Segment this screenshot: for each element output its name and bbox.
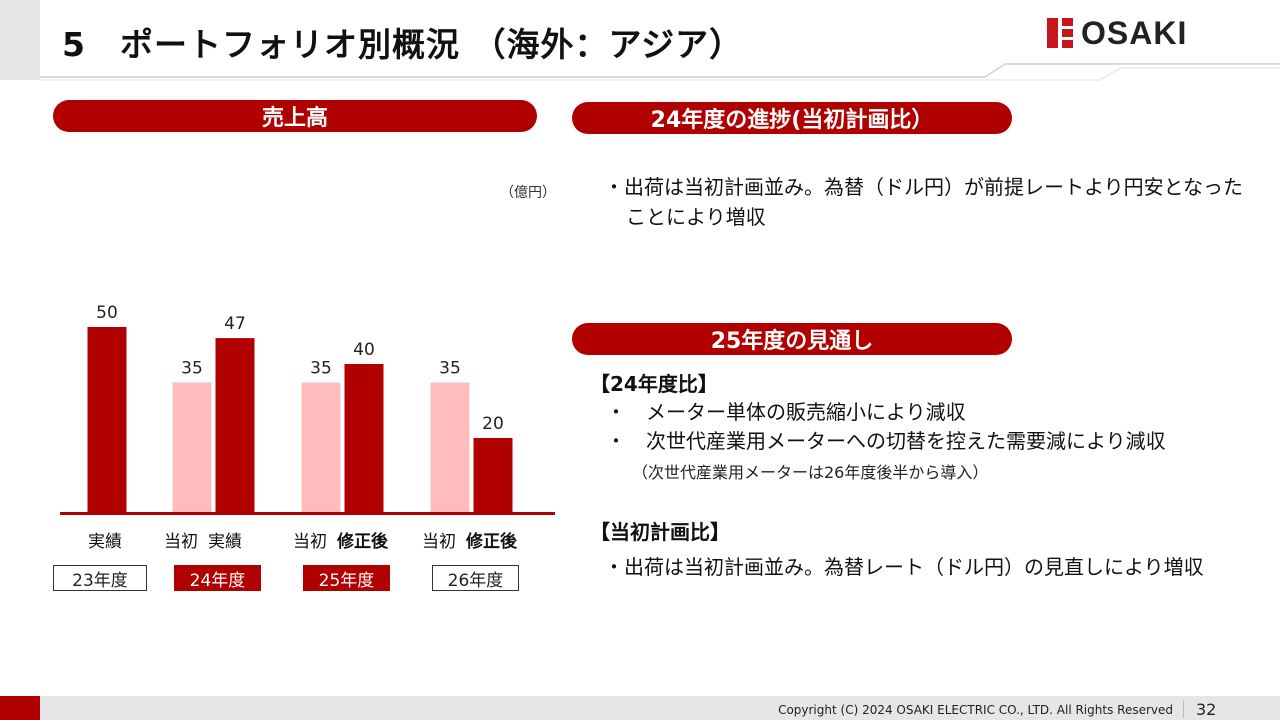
category-label-2-plan: 当初 — [293, 532, 327, 552]
year-box-2: 25年度 — [303, 565, 390, 591]
bar-actual-3 — [473, 438, 513, 512]
footer-bar — [0, 696, 1280, 720]
chart-baseline — [60, 512, 555, 515]
bar-actual-0 — [87, 327, 127, 512]
data-label-actual-1: 47 — [224, 314, 246, 334]
logo-text: OSAKI — [1081, 15, 1188, 51]
progress-bullet-line2: ことにより増収 — [626, 205, 766, 229]
header-decor-lines — [40, 63, 1280, 81]
bar-plan-3 — [430, 382, 470, 512]
section1-bullet-1: ・ メーター単体の販売縮小により減収 — [606, 400, 966, 424]
sales-pill: 売上高 — [53, 100, 537, 132]
section1-note: （次世代産業用メーターは26年度後半から導入） — [632, 463, 989, 482]
year-box-1: 24年度 — [174, 565, 261, 591]
company-logo: OSAKI — [1047, 17, 1187, 49]
section2-header: 【当初計画比】 — [590, 520, 730, 544]
outlook-pill: 25年度の見通し — [572, 323, 1012, 355]
title-accent-box — [0, 0, 40, 80]
category-label-3-plan: 当初 — [422, 532, 456, 552]
year-box-3: 26年度 — [432, 565, 519, 591]
bar-actual-1 — [215, 338, 255, 512]
progress-bullet-line1: ・出荷は当初計画並み。為替（ドル円）が前提レートより円安となった — [604, 175, 1243, 199]
data-label-actual-2: 40 — [353, 340, 375, 360]
data-label-actual-3: 20 — [482, 414, 504, 434]
unit-label: （億円） — [500, 185, 556, 201]
progress-pill: 24年度の進捗(当初計画比） — [572, 102, 1012, 134]
data-label-plan-3: 35 — [439, 359, 461, 379]
footer-accent — [0, 696, 40, 720]
data-label-actual-0: 50 — [96, 303, 118, 323]
data-label-plan-2: 35 — [310, 359, 332, 379]
section1-header: 【24年度比】 — [590, 372, 718, 396]
section2-bullet: ・出荷は当初計画並み。為替レート（ドル円）の見直しにより増収 — [604, 555, 1204, 579]
bar-plan-2 — [301, 382, 341, 512]
year-box-0: 23年度 — [53, 565, 147, 591]
category-label-0: 実績 — [88, 532, 122, 552]
category-label-1-actual: 実績 — [208, 532, 242, 552]
category-label-1-plan: 当初 — [164, 532, 198, 552]
section1-bullet-2: ・ 次世代産業用メーターへの切替を控えた需要減により減収 — [606, 429, 1166, 453]
category-label-2-actual: 修正後 — [337, 532, 388, 552]
copyright-text: Copyright (C) 2024 OSAKI ELECTRIC CO., L… — [778, 703, 1173, 717]
page-title: 5 ポートフォリオ別概況 （海外：アジア） — [62, 25, 744, 64]
logo-mark-icon — [1047, 18, 1075, 48]
page-number: 32 — [1196, 700, 1217, 719]
footer-divider — [1183, 700, 1184, 718]
category-label-3-actual: 修正後 — [466, 532, 517, 552]
bar-plan-1 — [172, 382, 212, 512]
data-label-plan-1: 35 — [181, 359, 203, 379]
sales-bar-chart: 50 35 47 35 40 35 20 — [60, 303, 555, 515]
bar-actual-2 — [344, 364, 384, 512]
